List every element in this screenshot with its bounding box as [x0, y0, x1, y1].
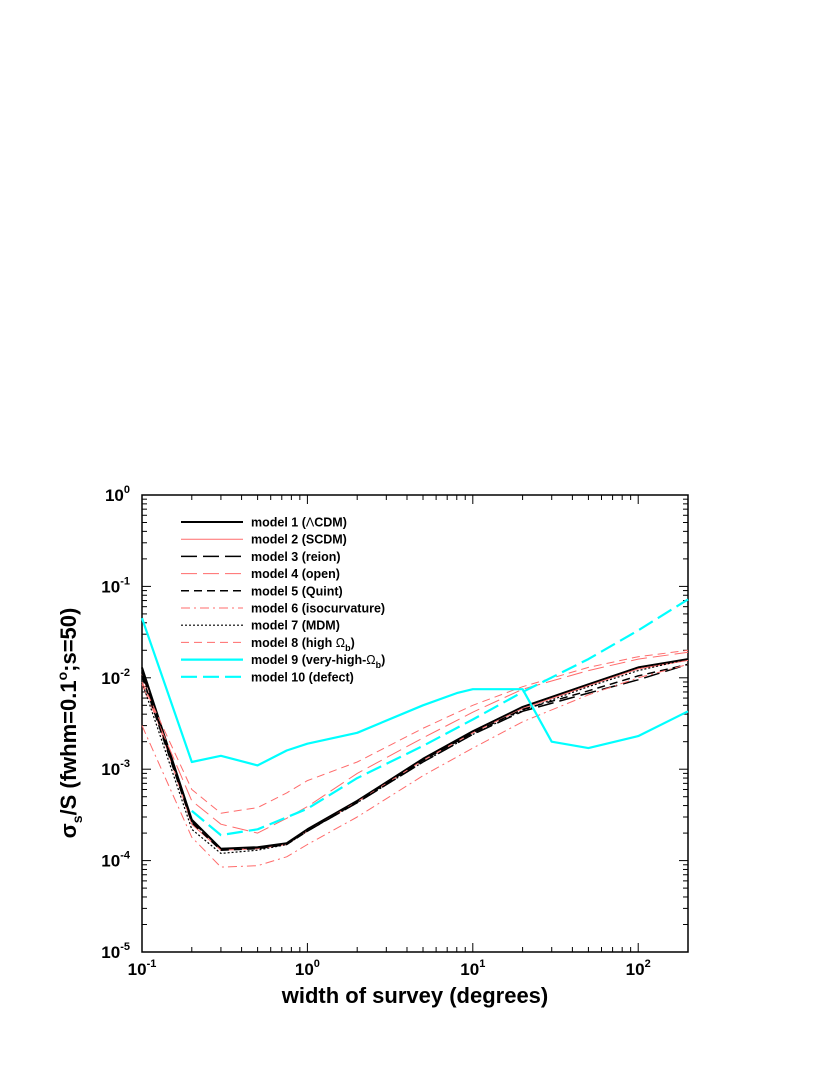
legend-label: model 3 (reion) — [251, 550, 341, 564]
axis-ticks — [141, 494, 689, 953]
x-axis-label: width of survey (degrees) — [281, 983, 549, 1008]
x-tick-label: 100 — [295, 958, 320, 979]
y-tick-label: 10-5 — [101, 941, 130, 962]
legend-label: model 6 (isocurvature) — [251, 602, 385, 616]
y-tick-label: 10-4 — [101, 850, 131, 871]
svg-text:σs/S (fwhm=0.1o;s=50): σs/S (fwhm=0.1o;s=50) — [54, 608, 85, 839]
legend-label: model 10 (defect) — [251, 670, 354, 684]
x-tick-label: 101 — [460, 958, 485, 979]
legend-label: model 9 (very-high-Ωb) — [251, 653, 385, 670]
tick-labels: 10-1 100 101 102 100 10-1 10-2 10-3 10-4 10-5 — [101, 484, 650, 979]
series-line-model-7 — [141, 658, 689, 855]
legend-label: model 4 (open) — [251, 567, 340, 581]
y-tick-label: 100 — [105, 484, 130, 505]
series-line-model-9 — [140, 617, 689, 767]
y-tick-label: 10-3 — [101, 758, 130, 779]
legend-label: model 2 (SCDM) — [251, 533, 347, 547]
y-axis-label: σs/S (fwhm=0.1o;s=50) — [54, 608, 85, 839]
series-lines — [140, 598, 689, 868]
y-tick-label: 10-2 — [101, 667, 130, 688]
series-line-model-10 — [191, 598, 689, 837]
legend: model 1 (ΛCDM) model 2 (SCDM) model 3 (rei… — [181, 516, 385, 684]
series-line-model-6 — [141, 663, 689, 868]
plot-frame — [141, 494, 689, 953]
x-tick-label: 10-1 — [128, 958, 157, 979]
x-tick-label: 102 — [626, 958, 651, 979]
series-line-model-8 — [141, 649, 689, 814]
legend-label: model 1 (ΛCDM) — [251, 516, 347, 530]
y-tick-label: 10-1 — [101, 575, 130, 596]
legend-label: model 5 (Quint) — [251, 584, 343, 598]
series-line-model-5 — [141, 663, 689, 851]
legend-label: model 8 (high Ωb) — [251, 636, 355, 653]
series-line-model-1 — [141, 658, 689, 850]
series-line-model-4 — [141, 651, 689, 834]
legend-label: model 7 (MDM) — [251, 619, 340, 633]
